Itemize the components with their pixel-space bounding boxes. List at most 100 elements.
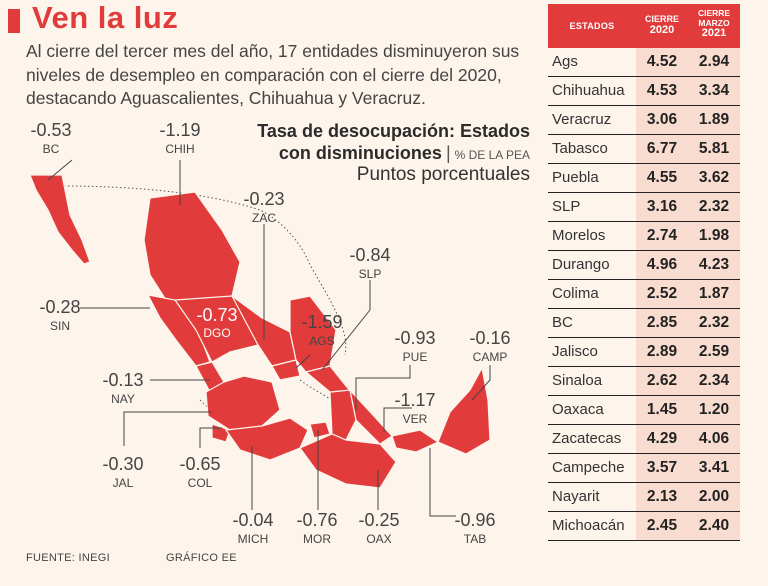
- map-abbr-ver: VER: [402, 412, 428, 426]
- table-row: Sinaloa 2.62 2.34: [548, 367, 740, 396]
- table-cell-2020: 4.96: [636, 251, 688, 279]
- table-row: Zacatecas 4.29 4.06: [548, 425, 740, 454]
- map-states: [29, 174, 491, 489]
- map-abbr-dgo: DGO: [203, 326, 231, 340]
- header-2021-month: MARZO: [698, 18, 730, 28]
- map-state-bc: [29, 174, 91, 265]
- table-cell-2020: 3.57: [636, 454, 688, 482]
- table-row: BC 2.85 2.32: [548, 309, 740, 338]
- map-abbr-bc: BC: [42, 142, 60, 156]
- table-cell-2021: 2.34: [688, 367, 740, 395]
- leader-lines: [47, 159, 491, 517]
- map-value-col: -0.65: [179, 454, 221, 474]
- mexico-map: [29, 159, 491, 517]
- table-cell-2021: 2.32: [688, 309, 740, 337]
- table-cell-state: Colima: [548, 280, 634, 308]
- table-cell-2021: 2.40: [688, 512, 740, 540]
- map-abbr-mich: MICH: [237, 532, 269, 546]
- header-2020-label: CIERRE: [644, 14, 679, 24]
- table-row: Jalisco 2.89 2.59: [548, 338, 740, 367]
- table-cell-state: Morelos: [548, 222, 634, 250]
- table-row: SLP 3.16 2.32: [548, 193, 740, 222]
- table-cell-2021: 3.34: [688, 77, 740, 105]
- map-value-dgo: -0.73: [196, 305, 238, 325]
- map-value-zac: -0.23: [243, 189, 285, 209]
- table-cell-state: Campeche: [548, 454, 634, 482]
- table-cell-2020: 2.52: [636, 280, 688, 308]
- table-cell-state: BC: [548, 309, 634, 337]
- table-cell-state: SLP: [548, 193, 634, 221]
- map-abbr-zac: ZAC: [252, 211, 276, 225]
- table-row: Morelos 2.74 1.98: [548, 222, 740, 251]
- map-value-oax: -0.25: [358, 510, 400, 530]
- table-row: Puebla 4.55 3.62: [548, 164, 740, 193]
- chart-title-line1: Tasa de desocupación: Estados: [257, 121, 530, 141]
- table-cell-2020: 2.85: [636, 309, 688, 337]
- map-abbr-pue: PUE: [402, 350, 428, 364]
- table-row: Chihuahua 4.53 3.34: [548, 77, 740, 106]
- map-state-camp: [437, 366, 491, 455]
- map-abbr-slp: SLP: [358, 267, 382, 281]
- table-cell-state: Nayarit: [548, 483, 634, 511]
- table-cell-2021: 4.06: [688, 425, 740, 453]
- intro-text: Al cierre del tercer mes del año, 17 ent…: [26, 41, 520, 108]
- header-states: ESTADOS: [569, 21, 615, 31]
- map-abbr-col: COL: [187, 476, 213, 490]
- table-body: Ags 4.52 2.94 Chihuahua 4.53 3.34 Veracruz 3.06…: [548, 48, 740, 541]
- map-abbr-ags: AGS: [309, 334, 335, 348]
- map-state-jal: [205, 375, 281, 431]
- unemployment-table: ESTADOS CIERRE 2020 CIERRE MARZO 2021 Ag…: [548, 4, 740, 541]
- table-cell-state: Puebla: [548, 164, 634, 192]
- table-cell-2021: 4.23: [688, 251, 740, 279]
- map-abbr-camp: CAMP: [472, 350, 508, 364]
- table-row: Michoacán 2.45 2.40: [548, 512, 740, 541]
- table-cell-2021: 1.87: [688, 280, 740, 308]
- table-header: ESTADOS CIERRE 2020 CIERRE MARZO 2021: [548, 4, 740, 48]
- map-abbr-mor: MOR: [303, 532, 331, 546]
- map-abbr-chih: CHIH: [165, 142, 195, 156]
- table-cell-state: Tabasco: [548, 135, 634, 163]
- header-2021-label: CIERRE: [697, 8, 731, 18]
- table-cell-state: Veracruz: [548, 106, 634, 134]
- map-abbr-tab: TAB: [463, 532, 487, 546]
- map-state-chih: [143, 191, 241, 304]
- table-row: Nayarit 2.13 2.00: [548, 483, 740, 512]
- table-cell-2020: 4.29: [636, 425, 688, 453]
- header-cierre-2020: CIERRE 2020: [636, 14, 688, 36]
- table-row: Colima 2.52 1.87: [548, 280, 740, 309]
- table-cell-state: Sinaloa: [548, 367, 634, 395]
- map-value-ver: -1.17: [394, 390, 436, 410]
- table-cell-state: Michoacán: [548, 512, 634, 540]
- map-value-camp: -0.16: [469, 328, 511, 348]
- table-cell-state: Ags: [548, 48, 634, 76]
- map-value-nay: -0.13: [102, 370, 144, 390]
- table-cell-state: Oaxaca: [548, 396, 634, 424]
- table-cell-2021: 1.98: [688, 222, 740, 250]
- table-cell-2020: 2.89: [636, 338, 688, 366]
- map-abbr-oax: OAX: [366, 532, 392, 546]
- map-abbr-sin: SIN: [49, 319, 70, 333]
- map-value-pue: -0.93: [394, 328, 436, 348]
- table-cell-2021: 2.59: [688, 338, 740, 366]
- header-2021-year: 2021: [701, 27, 727, 39]
- title-accent-bar: [8, 9, 20, 33]
- table-cell-2020: 6.77: [636, 135, 688, 163]
- table-row: Campeche 3.57 3.41: [548, 454, 740, 483]
- table-cell-state: Zacatecas: [548, 425, 634, 453]
- map-state-tab: [391, 429, 440, 453]
- table-row: Durango 4.96 4.23: [548, 251, 740, 280]
- map-state-oax: [299, 433, 397, 489]
- source-note: FUENTE: INEGI: [26, 552, 110, 564]
- chart-title-line2: con disminuciones: [278, 143, 442, 163]
- table-cell-2021: 2.32: [688, 193, 740, 221]
- table-cell-2020: 2.62: [636, 367, 688, 395]
- header-2020-year: 2020: [649, 24, 675, 36]
- table-cell-2021: 3.41: [688, 454, 740, 482]
- chart-title: Tasa de desocupación: Estados con dismin…: [226, 120, 530, 166]
- chart-unit: % DE LA PEA: [454, 148, 530, 162]
- map-value-bc: -0.53: [30, 120, 72, 140]
- map-value-slp: -0.84: [349, 245, 391, 265]
- table-cell-2020: 3.06: [636, 106, 688, 134]
- table-cell-2020: 2.13: [636, 483, 688, 511]
- table-cell-2020: 1.45: [636, 396, 688, 424]
